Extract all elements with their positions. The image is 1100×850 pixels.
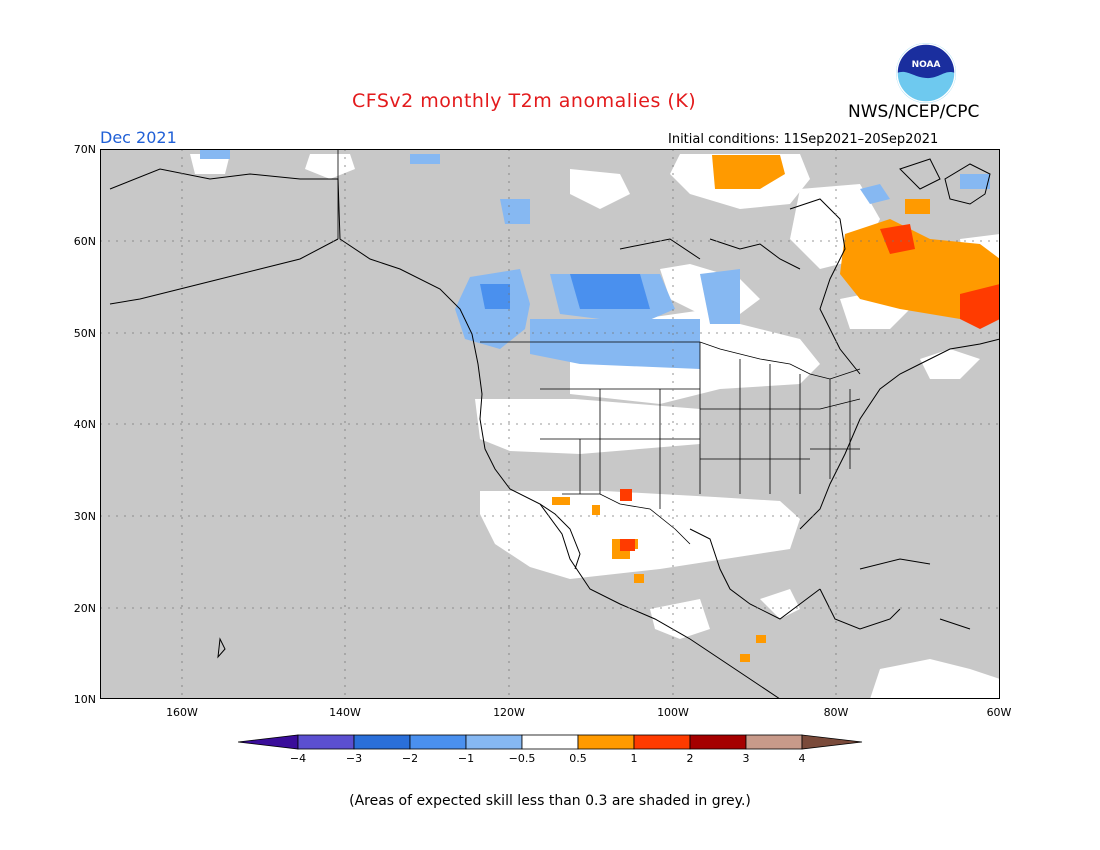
colorbar-label: 0.5 <box>569 752 587 765</box>
agency-label: NWS/NCEP/CPC <box>848 102 980 122</box>
lat-label: 70N <box>73 143 96 156</box>
colorbar <box>238 734 863 750</box>
skill-footnote: (Areas of expected skill less than 0.3 a… <box>349 793 751 809</box>
negative-anomaly-regions <box>200 149 990 369</box>
colorbar-label: 3 <box>742 752 750 765</box>
colorbar-label: 4 <box>798 752 806 765</box>
colorbar-swatch <box>521 734 579 750</box>
lat-label: 20N <box>73 602 96 615</box>
lat-label: 10N <box>73 693 96 706</box>
political-borders <box>337 149 861 545</box>
map-frame <box>100 149 1000 699</box>
colorbar-arrow-high <box>801 734 863 750</box>
lat-label: 50N <box>73 327 96 340</box>
lat-label: 30N <box>73 510 96 523</box>
colorbar-swatch <box>745 734 803 750</box>
colorbar-swatch <box>353 734 411 750</box>
lon-label: 140W <box>329 706 361 719</box>
colorbar-swatch <box>465 734 523 750</box>
lon-label: 100W <box>657 706 689 719</box>
anomaly-map <box>100 149 1000 699</box>
colorbar-label: −4 <box>289 752 307 765</box>
colorbar-label: −2 <box>401 752 419 765</box>
logo-text: NOAA <box>912 60 941 70</box>
colorbar-swatch <box>409 734 467 750</box>
colorbar-swatch <box>577 734 635 750</box>
lat-label: 40N <box>73 418 96 431</box>
colorbar-label: −3 <box>345 752 363 765</box>
lon-label: 60W <box>986 706 1012 719</box>
noaa-logo: NOAA <box>896 43 956 103</box>
colorbar-swatch <box>689 734 747 750</box>
valid-month-label: Dec 2021 <box>100 128 177 147</box>
positive-anomaly-regions <box>552 155 1000 662</box>
colorbar-label: 2 <box>686 752 694 765</box>
colorbar-label: −1 <box>457 752 475 765</box>
coastlines <box>109 158 1000 699</box>
colorbar-swatch <box>297 734 355 750</box>
colorbar-arrow-low <box>238 734 299 750</box>
lon-label: 160W <box>166 706 198 719</box>
lon-label: 120W <box>493 706 525 719</box>
lon-label: 80W <box>823 706 849 719</box>
chart-title: CFSv2 monthly T2m anomalies (K) <box>352 90 697 112</box>
colorbar-swatch <box>633 734 691 750</box>
graticule <box>100 149 1000 699</box>
colorbar-label: −0.5 <box>508 752 536 765</box>
initial-conditions-label: Initial conditions: 11Sep2021–20Sep2021 <box>668 132 939 147</box>
lat-label: 60N <box>73 235 96 248</box>
colorbar-label: 1 <box>630 752 638 765</box>
